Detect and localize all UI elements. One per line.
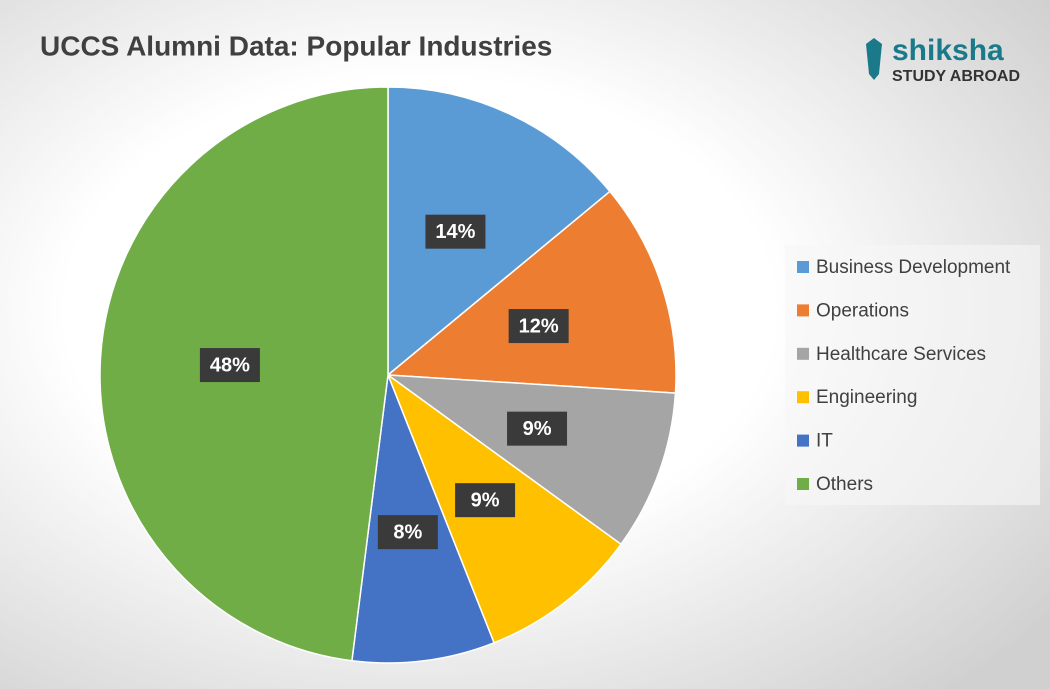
- chart-title: UCCS Alumni Data: Popular Industries: [40, 30, 552, 61]
- logo-brand: shiksha: [892, 34, 1004, 67]
- legend-label: Business Development: [816, 257, 1011, 278]
- legend-label: Engineering: [816, 387, 917, 408]
- data-label-box: [199, 348, 260, 383]
- data-label-box: [455, 483, 516, 518]
- data-label-box: [507, 411, 568, 446]
- legend-swatch: [797, 304, 809, 317]
- data-label: 12%: [519, 315, 559, 337]
- legend-label: IT: [816, 431, 833, 452]
- pie-slice: [385, 374, 677, 546]
- logo-tagline: STUDY ABROAD: [892, 68, 1020, 85]
- legend-swatch: [797, 391, 809, 404]
- data-label-box: [508, 309, 569, 344]
- pie-slice: [387, 86, 611, 377]
- data-label: 14%: [435, 221, 475, 243]
- logo: shiksha STUDY ABROAD: [866, 34, 1020, 85]
- data-label-box: [377, 515, 438, 550]
- legend-label: Operations: [816, 300, 909, 321]
- legend-swatch: [797, 434, 809, 447]
- legend-label: Others: [816, 474, 873, 495]
- legend-label: Healthcare Services: [816, 344, 986, 365]
- data-label: 48%: [210, 354, 250, 376]
- legend-swatch: [797, 261, 809, 273]
- pie-slice: [386, 190, 677, 394]
- data-label: 9%: [471, 489, 500, 511]
- legend-box: [785, 245, 1040, 505]
- data-label: 8%: [393, 521, 422, 543]
- legend-swatch: [797, 478, 809, 490]
- data-label-box: [425, 214, 486, 249]
- data-label: 9%: [523, 418, 552, 440]
- legend-swatch: [797, 347, 809, 360]
- logo-icon: [866, 38, 882, 80]
